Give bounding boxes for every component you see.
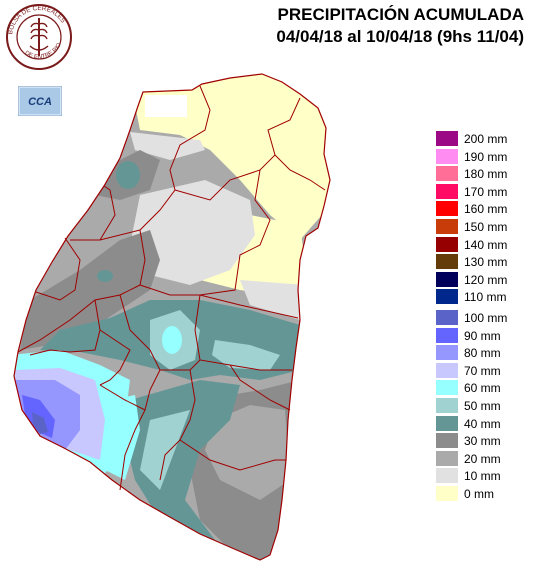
legend-label: 160 mm [464,202,508,217]
legend-swatch [436,450,458,466]
legend-swatch [436,380,458,396]
legend-item: 10 mm [436,468,535,484]
legend-swatch [436,433,458,449]
legend-item: 20 mm [436,450,535,467]
legend-swatch [436,289,458,305]
legend-item: 200 mm [436,131,535,147]
legend-swatch [436,468,458,484]
legend-label: 120 mm [464,272,508,287]
legend-item: 90 mm [436,327,535,344]
legend-label: 50 mm [464,399,501,413]
legend-swatch [436,148,458,164]
legend-swatch [436,310,458,325]
legend-swatch [436,201,458,217]
legend-item: 150 mm [436,219,535,235]
legend-label: 180 mm [464,167,508,182]
legend-swatch [436,398,458,413]
legend-label: 0 mm [464,487,494,501]
legend-label: 30 mm [464,434,501,449]
legend-label: 110 mm [464,290,507,305]
legend-swatch [436,362,458,378]
legend-swatch [436,236,458,252]
legend-swatch [436,131,458,146]
legend-item: 140 mm [436,236,535,253]
department-borders [13,73,331,561]
legend-label: 10 mm [464,469,501,484]
legend-label: 140 mm [464,237,508,252]
legend-swatch [436,166,458,182]
svg-text:CCA: CCA [28,96,52,108]
date-range: 04/04/18 al 10/04/18 (9hs 11/04) [276,27,524,46]
legend-label: 200 mm [464,132,508,146]
legend-item: 40 mm [436,415,535,432]
legend-label: 170 mm [464,184,508,199]
legend-item: 50 mm [436,398,535,414]
legend-swatch [436,219,458,234]
legend-item: 190 mm [436,148,535,165]
legend-label: 40 mm [464,416,501,431]
legend-label: 90 mm [464,328,501,343]
legend-swatch [436,183,458,199]
legend-item: 80 mm [436,345,535,361]
legend-item: 170 mm [436,183,535,200]
legend-item: 0 mm [436,486,535,502]
map-title: PRECIPITACIÓN ACUMULADA [277,5,525,24]
legend-label: 130 mm [464,255,508,270]
legend-item: 70 mm [436,362,535,379]
legend-swatch [436,486,458,501]
legend-label: 150 mm [464,220,508,234]
legend-item: 30 mm [436,433,535,449]
legend-item: 120 mm [436,271,535,288]
legend-swatch [436,415,458,431]
legend-label: 20 mm [464,451,501,466]
legend-item: 130 mm [436,254,535,270]
legend-label: 190 mm [464,149,508,164]
legend-label: 70 mm [464,363,501,378]
legend-item: 110 mm [436,289,535,305]
legend-swatch [436,345,458,361]
legend-swatch [436,327,458,343]
legend-label: 80 mm [464,346,501,361]
legend-swatch [436,254,458,270]
bolsa-cereales-seal-logo: BOLSA DE CEREALES DE ENTRE RIOS [4,2,72,70]
legend-item: 180 mm [436,166,535,182]
legend-item: 160 mm [436,201,535,217]
legend-label: 60 mm [464,381,501,396]
cca-logo: CCA [18,86,62,116]
legend-item: 60 mm [436,380,535,396]
legend-swatch [436,271,458,287]
legend-label: 100 mm [464,311,508,325]
legend-item: 100 mm [436,310,535,326]
